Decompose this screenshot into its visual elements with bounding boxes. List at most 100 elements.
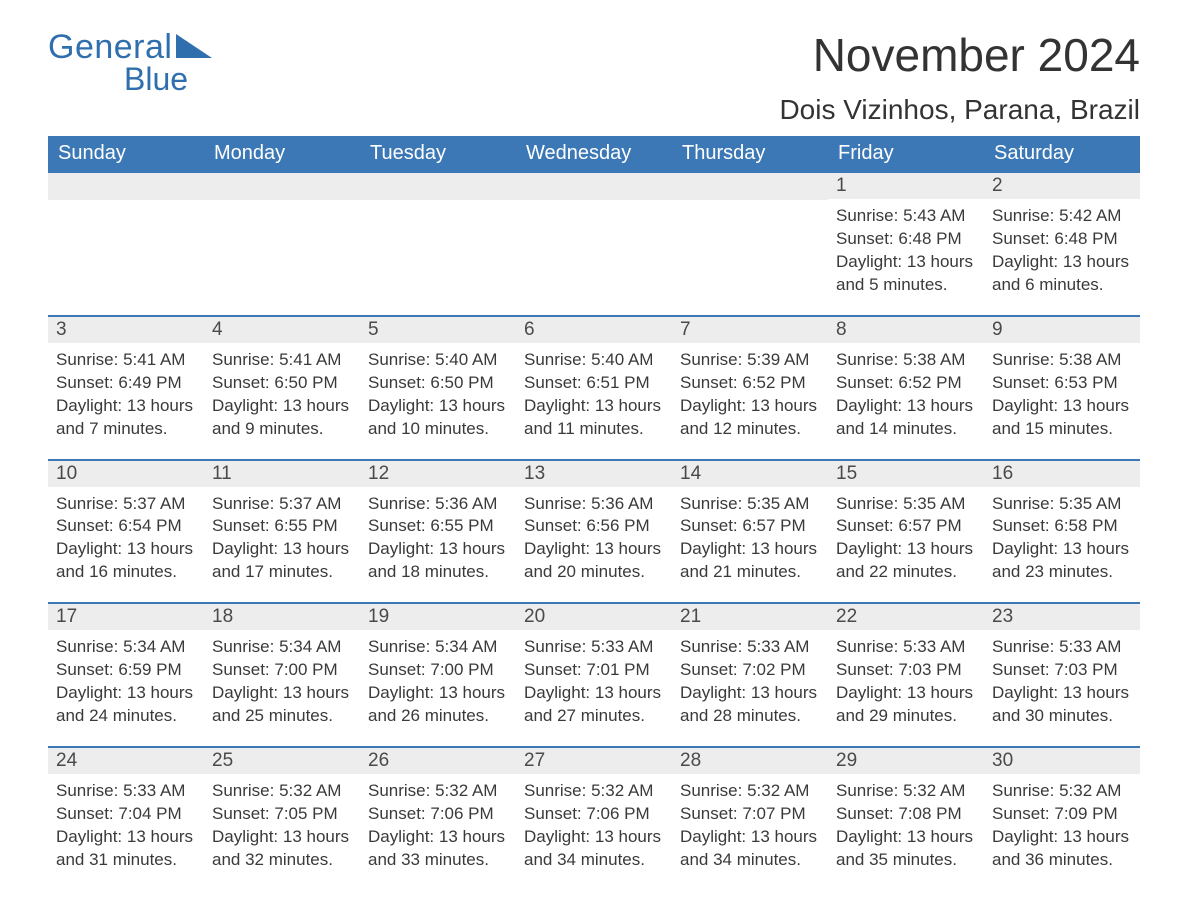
- day-number: 6: [516, 317, 672, 343]
- day-number: 2: [984, 173, 1140, 199]
- day-cell: 16Sunrise: 5:35 AMSunset: 6:58 PMDayligh…: [984, 461, 1140, 585]
- day-details: Sunrise: 5:37 AMSunset: 6:55 PMDaylight:…: [210, 493, 354, 585]
- day-cell: 25 Sunrise: 5:32 AMSunset: 7:05 PMDayligh…: [204, 748, 360, 872]
- day-number: 23: [984, 604, 1140, 630]
- day-details: Sunrise: 5:34 AMSunset: 6:59 PMDaylight:…: [54, 636, 198, 728]
- day-number: 5: [360, 317, 516, 343]
- day-cell: [48, 173, 204, 297]
- day-details: Sunrise: 5:39 AMSunset: 6:52 PMDaylight:…: [678, 349, 822, 441]
- day-cell: 23 Sunrise: 5:33 AMSunset: 7:03 PMDayligh…: [984, 604, 1140, 728]
- day-number: 1: [828, 173, 984, 199]
- day-cell: 15Sunrise: 5:35 AMSunset: 6:57 PMDayligh…: [828, 461, 984, 585]
- day-number: 18: [204, 604, 360, 630]
- blank-day: [516, 173, 672, 200]
- day-details: Sunrise: 5:36 AMSunset: 6:55 PMDaylight:…: [366, 493, 510, 585]
- day-number: 19: [360, 604, 516, 630]
- day-details: Sunrise: 5:35 AMSunset: 6:57 PMDaylight:…: [678, 493, 822, 585]
- day-details: Sunrise: 5:38 AMSunset: 6:52 PMDaylight:…: [834, 349, 978, 441]
- day-number: 20: [516, 604, 672, 630]
- day-details: Sunrise: 5:37 AMSunset: 6:54 PMDaylight:…: [54, 493, 198, 585]
- blank-day: [672, 173, 828, 200]
- calendar: SundayMondayTuesdayWednesdayThursdayFrid…: [48, 136, 1140, 872]
- blank-day: [360, 173, 516, 200]
- day-cell: 10Sunrise: 5:37 AMSunset: 6:54 PMDayligh…: [48, 461, 204, 585]
- day-cell: 8 Sunrise: 5:38 AMSunset: 6:52 PMDaylight…: [828, 317, 984, 441]
- day-cell: [516, 173, 672, 297]
- calendar-header-row: SundayMondayTuesdayWednesdayThursdayFrid…: [48, 136, 1140, 173]
- day-number: 30: [984, 748, 1140, 774]
- header-cell-sunday: Sunday: [48, 136, 204, 173]
- day-number: 17: [48, 604, 204, 630]
- day-cell: 20 Sunrise: 5:33 AMSunset: 7:01 PMDayligh…: [516, 604, 672, 728]
- header-cell-friday: Friday: [828, 136, 984, 173]
- day-number: 24: [48, 748, 204, 774]
- day-details: Sunrise: 5:32 AMSunset: 7:09 PMDaylight:…: [990, 780, 1134, 872]
- day-cell: 21 Sunrise: 5:33 AMSunset: 7:02 PMDayligh…: [672, 604, 828, 728]
- week-row: 1Sunrise: 5:43 AMSunset: 6:48 PMDaylight…: [48, 173, 1140, 297]
- day-cell: 24 Sunrise: 5:33 AMSunset: 7:04 PMDayligh…: [48, 748, 204, 872]
- page-title: November 2024: [779, 28, 1140, 82]
- day-cell: [360, 173, 516, 297]
- blank-day: [204, 173, 360, 200]
- day-number: 7: [672, 317, 828, 343]
- day-number: 26: [360, 748, 516, 774]
- day-number: 29: [828, 748, 984, 774]
- header-cell-monday: Monday: [204, 136, 360, 173]
- day-cell: 17 Sunrise: 5:34 AMSunset: 6:59 PMDayligh…: [48, 604, 204, 728]
- header-cell-wednesday: Wednesday: [516, 136, 672, 173]
- day-cell: 13Sunrise: 5:36 AMSunset: 6:56 PMDayligh…: [516, 461, 672, 585]
- day-number: 12: [360, 461, 516, 487]
- day-cell: 5Sunrise: 5:40 AMSunset: 6:50 PMDaylight…: [360, 317, 516, 441]
- day-number: 22: [828, 604, 984, 630]
- day-number: 13: [516, 461, 672, 487]
- day-details: Sunrise: 5:42 AMSunset: 6:48 PMDaylight:…: [990, 205, 1134, 297]
- day-details: Sunrise: 5:33 AMSunset: 7:01 PMDaylight:…: [522, 636, 666, 728]
- day-details: Sunrise: 5:33 AMSunset: 7:03 PMDaylight:…: [990, 636, 1134, 728]
- day-number: 3: [48, 317, 204, 343]
- day-cell: [204, 173, 360, 297]
- day-details: Sunrise: 5:38 AMSunset: 6:53 PMDaylight:…: [990, 349, 1134, 441]
- day-cell: 28 Sunrise: 5:32 AMSunset: 7:07 PMDayligh…: [672, 748, 828, 872]
- day-details: Sunrise: 5:41 AMSunset: 6:49 PMDaylight:…: [54, 349, 198, 441]
- page-subtitle: Dois Vizinhos, Parana, Brazil: [779, 94, 1140, 126]
- day-cell: 3 Sunrise: 5:41 AMSunset: 6:49 PMDaylight…: [48, 317, 204, 441]
- header-cell-thursday: Thursday: [672, 136, 828, 173]
- day-cell: 6 Sunrise: 5:40 AMSunset: 6:51 PMDaylight…: [516, 317, 672, 441]
- week-row: 3 Sunrise: 5:41 AMSunset: 6:49 PMDaylight…: [48, 317, 1140, 441]
- day-cell: 1Sunrise: 5:43 AMSunset: 6:48 PMDaylight…: [828, 173, 984, 297]
- day-number: 8: [828, 317, 984, 343]
- day-number: 28: [672, 748, 828, 774]
- day-details: Sunrise: 5:34 AMSunset: 7:00 PMDaylight:…: [366, 636, 510, 728]
- day-cell: 27 Sunrise: 5:32 AMSunset: 7:06 PMDayligh…: [516, 748, 672, 872]
- day-number: 21: [672, 604, 828, 630]
- day-number: 16: [984, 461, 1140, 487]
- day-number: 11: [204, 461, 360, 487]
- day-cell: 26 Sunrise: 5:32 AMSunset: 7:06 PMDayligh…: [360, 748, 516, 872]
- day-cell: [672, 173, 828, 297]
- day-number: 15: [828, 461, 984, 487]
- day-number: 27: [516, 748, 672, 774]
- day-details: Sunrise: 5:32 AMSunset: 7:08 PMDaylight:…: [834, 780, 978, 872]
- day-cell: 30 Sunrise: 5:32 AMSunset: 7:09 PMDayligh…: [984, 748, 1140, 872]
- day-cell: 19 Sunrise: 5:34 AMSunset: 7:00 PMDayligh…: [360, 604, 516, 728]
- title-block: November 2024 Dois Vizinhos, Parana, Bra…: [779, 28, 1140, 126]
- day-details: Sunrise: 5:32 AMSunset: 7:06 PMDaylight:…: [522, 780, 666, 872]
- day-number: 9: [984, 317, 1140, 343]
- day-number: 25: [204, 748, 360, 774]
- day-details: Sunrise: 5:33 AMSunset: 7:02 PMDaylight:…: [678, 636, 822, 728]
- header-cell-tuesday: Tuesday: [360, 136, 516, 173]
- day-cell: 18Sunrise: 5:34 AMSunset: 7:00 PMDayligh…: [204, 604, 360, 728]
- calendar-body: 1Sunrise: 5:43 AMSunset: 6:48 PMDaylight…: [48, 173, 1140, 872]
- day-details: Sunrise: 5:32 AMSunset: 7:07 PMDaylight:…: [678, 780, 822, 872]
- day-cell: 14Sunrise: 5:35 AMSunset: 6:57 PMDayligh…: [672, 461, 828, 585]
- day-details: Sunrise: 5:32 AMSunset: 7:05 PMDaylight:…: [210, 780, 354, 872]
- day-cell: 4Sunrise: 5:41 AMSunset: 6:50 PMDaylight…: [204, 317, 360, 441]
- day-details: Sunrise: 5:40 AMSunset: 6:51 PMDaylight:…: [522, 349, 666, 441]
- logo-word2: Blue: [124, 61, 188, 98]
- day-details: Sunrise: 5:33 AMSunset: 7:04 PMDaylight:…: [54, 780, 198, 872]
- day-number: 4: [204, 317, 360, 343]
- day-cell: 7 Sunrise: 5:39 AMSunset: 6:52 PMDaylight…: [672, 317, 828, 441]
- day-cell: 12 Sunrise: 5:36 AMSunset: 6:55 PMDayligh…: [360, 461, 516, 585]
- day-details: Sunrise: 5:32 AMSunset: 7:06 PMDaylight:…: [366, 780, 510, 872]
- day-cell: 2 Sunrise: 5:42 AMSunset: 6:48 PMDaylight…: [984, 173, 1140, 297]
